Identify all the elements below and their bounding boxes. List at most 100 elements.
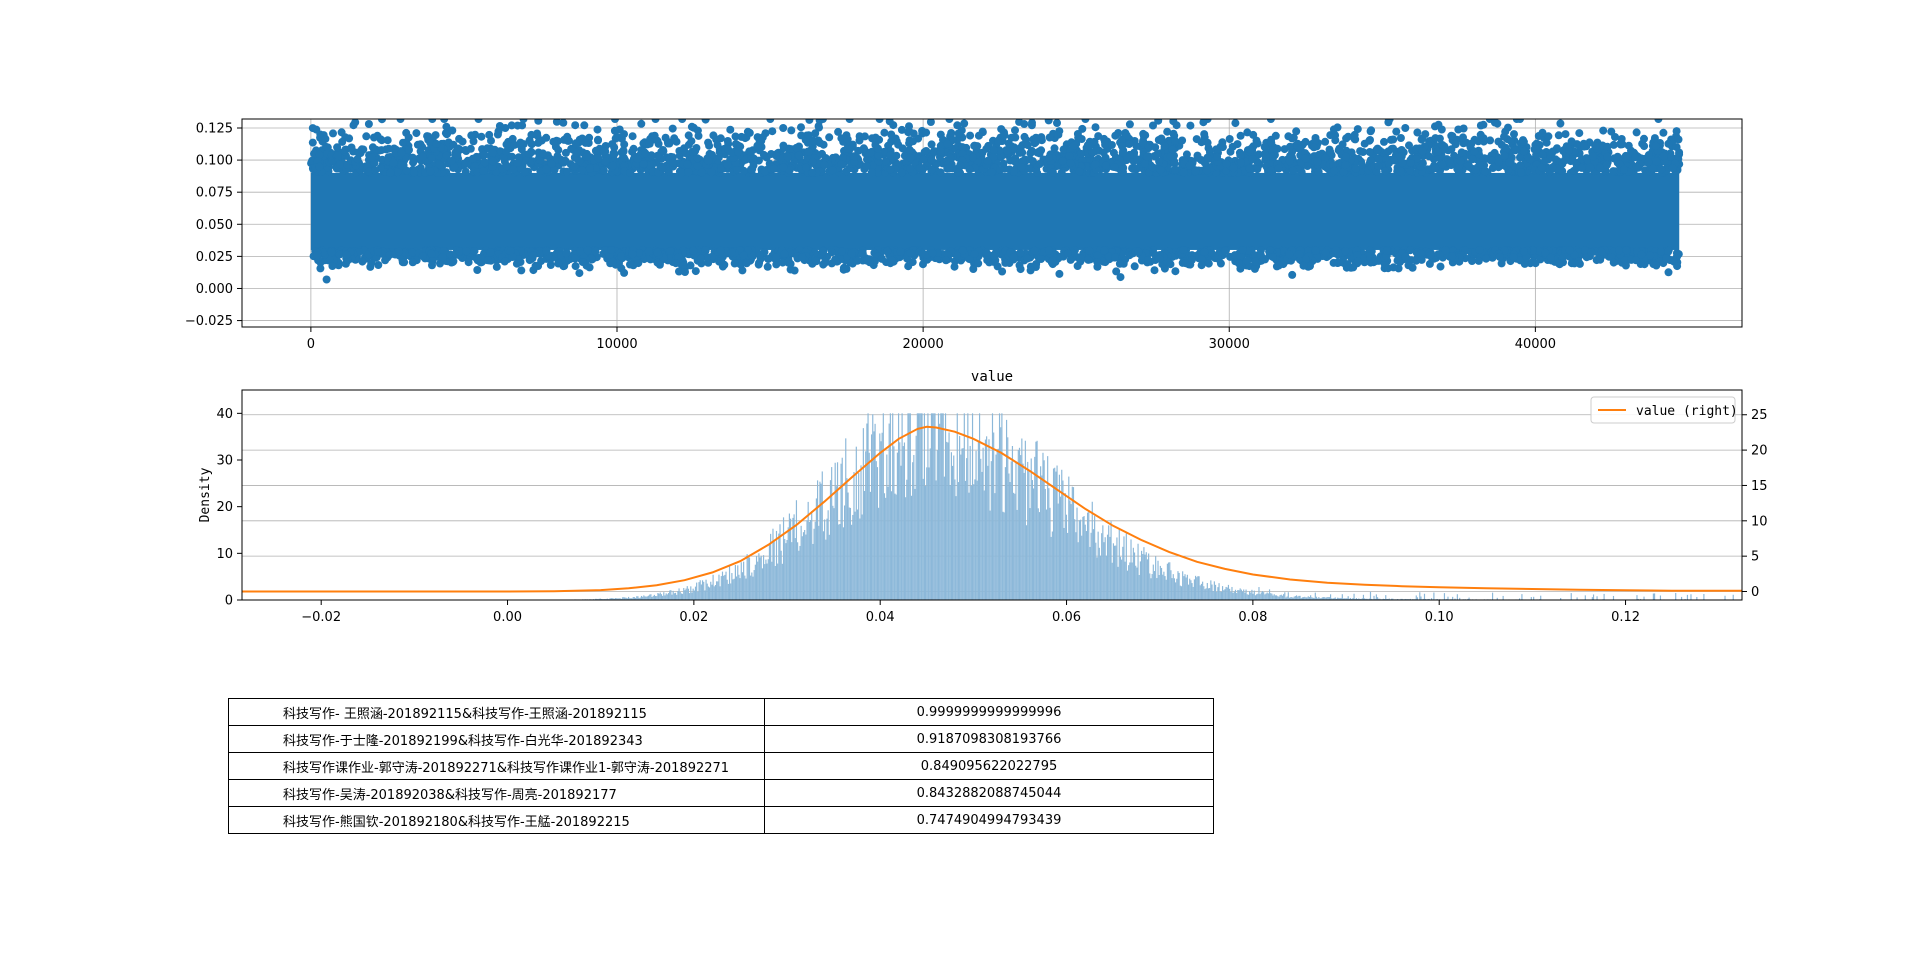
histogram-bar [1317, 598, 1319, 600]
histogram-bar [681, 593, 684, 600]
histogram-bar [1002, 511, 1004, 600]
histogram-bar [642, 596, 644, 600]
scatter-point [1390, 156, 1399, 165]
scatter-point [727, 148, 736, 157]
histogram-bar [1340, 597, 1342, 600]
histogram-bar [1419, 592, 1421, 600]
histogram-bar [1111, 562, 1113, 600]
scatter-point [919, 155, 928, 164]
histogram-bar [1334, 597, 1336, 600]
scatter-point [1366, 127, 1375, 136]
histogram-bar [809, 520, 812, 600]
histogram-bar [1167, 562, 1170, 600]
scatter-point [1236, 264, 1245, 273]
scatter-point [1179, 168, 1188, 177]
scatter-point [787, 126, 796, 135]
scatter-point [410, 168, 418, 177]
histogram-bar [875, 461, 877, 600]
scatter-point [1640, 134, 1648, 143]
scatter-point [1064, 249, 1072, 258]
scatter-point [1091, 123, 1100, 132]
scatter-point [1250, 264, 1259, 273]
histogram-bar [1022, 463, 1024, 600]
histogram-bar [699, 580, 701, 600]
scatter-point [1266, 246, 1275, 255]
histogram-bar [808, 521, 810, 600]
histogram-bar [1305, 597, 1307, 600]
scatter-point [1309, 143, 1318, 152]
scatter-point [1077, 135, 1086, 143]
histogram-bar [659, 592, 661, 600]
histogram-bar [786, 540, 788, 600]
scatter-point [333, 143, 342, 152]
histogram-bar [855, 446, 857, 600]
scatter-point [974, 131, 983, 140]
histogram-bar [760, 555, 762, 600]
histogram-bar [1283, 594, 1285, 600]
histogram-bar [865, 451, 867, 600]
scatter-point [321, 134, 330, 143]
scatter-point [389, 158, 398, 167]
histogram-bar [914, 488, 916, 600]
histogram-bar [1157, 560, 1159, 600]
scatter-point [1144, 256, 1152, 264]
histogram-bar [724, 574, 726, 600]
histogram-bar [1118, 529, 1120, 600]
histogram-bar [667, 593, 670, 600]
scatter-point [466, 144, 475, 153]
histogram-bar [596, 598, 598, 600]
scatter-point [1056, 252, 1065, 261]
histogram-bar [1124, 561, 1126, 600]
scatter-point [1519, 136, 1527, 145]
histogram-bar [827, 510, 829, 600]
histogram-bar [1321, 597, 1323, 600]
scatter-point [995, 146, 1004, 155]
scatter-point [1344, 132, 1353, 141]
scatter-point [1588, 152, 1597, 161]
histogram-bar [843, 505, 846, 600]
scatter-point [1470, 147, 1479, 156]
histogram-bar [1005, 419, 1008, 600]
histogram-bar [1225, 586, 1227, 600]
histogram-bar [685, 588, 687, 600]
scatter-point [1599, 126, 1608, 135]
histogram-bar [653, 594, 655, 600]
histogram-bar [1318, 597, 1320, 600]
histogram-bar [1308, 596, 1311, 600]
histogram-bar [1110, 521, 1112, 600]
scatter-point [1236, 252, 1245, 261]
scatter-point [1010, 167, 1018, 176]
scatter-point [1160, 142, 1169, 151]
histogram-bar [900, 465, 902, 600]
scatter-point [1033, 148, 1042, 157]
histogram-bar [1109, 536, 1111, 600]
histogram-bar [1038, 512, 1041, 600]
scatter-point [820, 160, 829, 169]
histogram-bar [639, 597, 641, 600]
histogram-bar [754, 564, 756, 600]
y-tick-label: −0.025 [185, 314, 233, 329]
scatter-point [1544, 132, 1553, 141]
histogram-bar [840, 463, 842, 600]
histogram-bar [1204, 589, 1206, 600]
scatter-point [461, 167, 470, 176]
scatter-point [594, 154, 603, 163]
histogram-bar [1358, 598, 1360, 600]
histogram-bar [1144, 554, 1146, 600]
histogram-bar [881, 432, 883, 600]
scatter-point [1426, 251, 1435, 260]
histogram-bar [1155, 556, 1157, 600]
scatter-point [634, 259, 643, 268]
histogram-bar [1003, 512, 1005, 600]
scatter-point [874, 144, 882, 153]
scatter-point [308, 138, 317, 147]
histogram-bar [975, 450, 977, 600]
scatter-point [994, 137, 1002, 146]
scatter-point [1326, 148, 1335, 157]
scatter-point [611, 119, 619, 123]
histogram-bar [727, 583, 729, 600]
histogram-bar [772, 528, 774, 600]
histogram-bar [1266, 592, 1268, 600]
histogram-bar [728, 565, 731, 600]
